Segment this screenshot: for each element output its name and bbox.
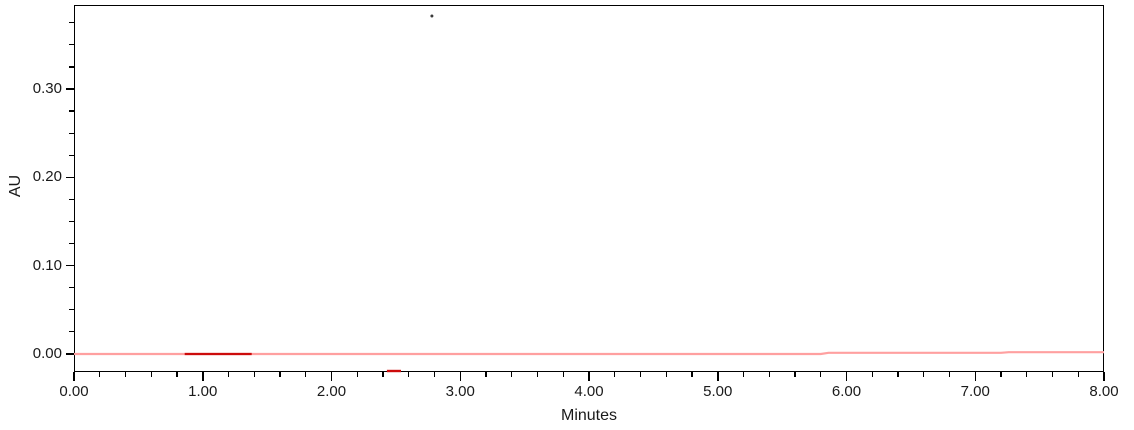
y-major-tick bbox=[66, 264, 74, 267]
x-minor-tick bbox=[1000, 372, 1002, 377]
x-minor-tick bbox=[614, 372, 616, 377]
x-major-tick bbox=[588, 372, 590, 381]
x-axis-title: Minutes bbox=[560, 407, 618, 424]
x-minor-tick bbox=[768, 372, 770, 377]
x-minor-tick bbox=[820, 372, 822, 377]
x-minor-tick bbox=[562, 372, 564, 377]
x-major-tick bbox=[330, 372, 333, 381]
y-minor-tick bbox=[69, 198, 74, 200]
y-minor-tick bbox=[69, 287, 74, 289]
x-minor-tick bbox=[536, 372, 539, 377]
x-minor-tick bbox=[665, 372, 667, 377]
y-axis-title: AU bbox=[7, 174, 24, 198]
y-minor-tick bbox=[69, 22, 74, 24]
x-minor-tick bbox=[511, 372, 513, 377]
y-major-tick bbox=[66, 353, 74, 355]
y-minor-tick bbox=[69, 66, 74, 68]
x-major-tick bbox=[717, 372, 719, 381]
x-minor-tick bbox=[382, 372, 384, 377]
x-tick-label: 0.00 bbox=[59, 383, 89, 400]
x-minor-tick bbox=[639, 372, 642, 377]
y-tick-label: 0.00 bbox=[32, 344, 62, 362]
y-minor-tick bbox=[69, 220, 74, 223]
y-tick-label: 0.10 bbox=[32, 256, 62, 274]
x-minor-tick bbox=[1077, 372, 1079, 377]
x-major-tick bbox=[974, 372, 976, 381]
x-minor-tick bbox=[124, 372, 127, 377]
x-minor-tick bbox=[871, 372, 873, 377]
x-minor-tick bbox=[227, 372, 230, 377]
x-major-tick bbox=[202, 372, 204, 381]
x-tick-label: 2.00 bbox=[316, 383, 347, 400]
x-tick-label: 3.00 bbox=[445, 383, 475, 400]
x-minor-tick bbox=[253, 372, 255, 377]
x-minor-tick bbox=[897, 372, 899, 377]
x-tick-label: 4.00 bbox=[574, 383, 604, 400]
y-minor-tick bbox=[69, 309, 74, 311]
x-minor-tick bbox=[176, 372, 178, 377]
x-tick-label: 7.00 bbox=[960, 383, 990, 400]
y-minor-tick bbox=[69, 44, 74, 46]
x-major-tick bbox=[1103, 372, 1105, 381]
x-minor-tick bbox=[923, 372, 925, 377]
x-minor-tick bbox=[691, 372, 693, 377]
x-tick-label: 5.00 bbox=[703, 383, 733, 400]
x-minor-tick bbox=[742, 372, 745, 377]
x-minor-tick bbox=[99, 372, 101, 377]
y-minor-tick bbox=[69, 154, 74, 156]
y-minor-tick bbox=[69, 242, 74, 245]
y-minor-tick bbox=[69, 331, 74, 333]
x-minor-tick bbox=[485, 372, 487, 377]
x-minor-tick bbox=[1026, 372, 1028, 377]
x-minor-tick bbox=[794, 372, 796, 377]
y-major-tick bbox=[66, 88, 74, 90]
x-minor-tick bbox=[433, 372, 436, 377]
x-minor-tick bbox=[279, 372, 281, 377]
x-tick-label: 1.00 bbox=[188, 383, 218, 400]
y-major-tick bbox=[66, 176, 74, 179]
x-major-tick bbox=[845, 372, 848, 381]
x-minor-tick bbox=[948, 372, 951, 377]
x-minor-tick bbox=[408, 372, 410, 377]
x-minor-tick bbox=[150, 372, 152, 377]
x-tick-label: 6.00 bbox=[831, 383, 862, 400]
x-major-tick bbox=[73, 372, 75, 381]
y-minor-tick bbox=[69, 110, 74, 112]
x-minor-tick bbox=[305, 372, 307, 377]
x-major-tick bbox=[459, 372, 461, 381]
x-tick-label: 8.00 bbox=[1089, 383, 1119, 400]
y-minor-tick bbox=[69, 132, 74, 134]
x-minor-tick bbox=[1051, 372, 1054, 377]
y-tick-label: 0.30 bbox=[32, 79, 62, 97]
x-minor-tick bbox=[356, 372, 358, 377]
plot-area bbox=[74, 5, 1104, 372]
y-tick-label: 0.20 bbox=[32, 168, 62, 186]
